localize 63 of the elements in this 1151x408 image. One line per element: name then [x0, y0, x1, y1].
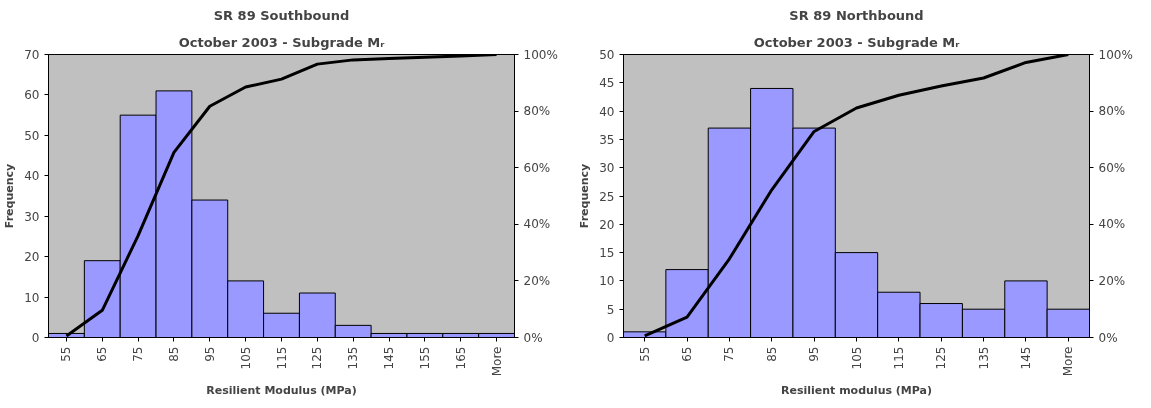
y-tick-label: 30: [24, 209, 40, 224]
y-tick-label: 30: [599, 161, 615, 176]
y2-tick-label: 80%: [1098, 104, 1126, 119]
y-tick-label: 20: [24, 250, 40, 265]
x-tick-label: 105: [238, 346, 253, 370]
x-tick-label: 65: [680, 346, 695, 362]
y-tick-label: 45: [599, 76, 615, 91]
x-tick-label: More: [489, 346, 504, 377]
x-tick-label: 105: [849, 346, 864, 370]
x-axis-title: Resilient modulus (MPa): [780, 384, 933, 398]
y-tick-label: 25: [599, 189, 615, 204]
x-tick-label: 135: [976, 346, 991, 370]
x-tick-label: 55: [59, 346, 74, 362]
y-tick-label: 40: [599, 104, 615, 119]
y-tick-label: 15: [599, 246, 615, 261]
x-tick-label: 145: [1018, 346, 1033, 370]
y-tick-label: 70: [24, 48, 40, 62]
chart-title: SR 89 Southbound: [213, 7, 350, 23]
y2-tick-label: 60%: [1098, 160, 1126, 175]
x-tick-label: 95: [202, 346, 217, 362]
x-tick-label: 145: [382, 346, 397, 370]
x-tick-label: 95: [807, 346, 822, 362]
y2-tick-label: 80%: [523, 104, 551, 119]
y2-tick-label: 40%: [523, 217, 551, 232]
chart-subtitle: October 2003 - Subgrade Mᵣ: [753, 34, 961, 50]
x-tick-label: 65: [95, 346, 110, 362]
x-axis-title: Resilient Modulus (MPa): [206, 384, 357, 398]
x-tick-label: 165: [453, 346, 468, 370]
y2-tick-label: 0%: [523, 330, 543, 345]
y-axis-title: Frequency: [3, 163, 17, 229]
y2-tick-label: 40%: [1098, 217, 1126, 232]
x-tick-label: 75: [131, 346, 146, 362]
y2-tick-label: 100%: [523, 47, 558, 62]
y2-tick-label: 0%: [1098, 330, 1118, 345]
x-tick-label: 135: [346, 346, 361, 370]
y-tick-label: 10: [599, 274, 615, 289]
y-tick-label: 5: [606, 302, 615, 317]
x-tick-label: 155: [417, 346, 432, 370]
y-tick-label: 0: [606, 331, 615, 345]
x-tick-label: 85: [764, 346, 779, 362]
y-tick-label: 40: [24, 169, 40, 184]
y-tick-label: 0: [31, 331, 40, 345]
chart-title: SR 89 Northbound: [789, 7, 924, 23]
chart-subtitle: October 2003 - Subgrade Mᵣ: [178, 34, 386, 50]
y2-tick-label: 20%: [523, 273, 551, 288]
x-tick-label: 125: [934, 346, 949, 370]
x-tick-label: 115: [891, 346, 906, 370]
x-tick-label: 75: [722, 346, 737, 362]
y2-tick-label: 60%: [523, 160, 551, 175]
x-tick-label: 125: [310, 346, 325, 370]
y-tick-label: 10: [24, 290, 40, 305]
y-tick-label: 20: [599, 217, 615, 232]
y-tick-label: 35: [599, 132, 615, 147]
y-tick-label: 50: [599, 48, 615, 62]
x-tick-label: 115: [274, 346, 289, 370]
y-axis-title: Frequency: [578, 163, 592, 229]
y-tick-label: 50: [24, 128, 40, 143]
x-tick-label: More: [1061, 346, 1076, 377]
x-tick-label: 55: [637, 346, 652, 362]
x-tick-label: 85: [166, 346, 181, 362]
y-tick-label: 60: [24, 88, 40, 103]
y2-tick-label: 20%: [1098, 273, 1126, 288]
y2-tick-label: 100%: [1098, 47, 1133, 62]
